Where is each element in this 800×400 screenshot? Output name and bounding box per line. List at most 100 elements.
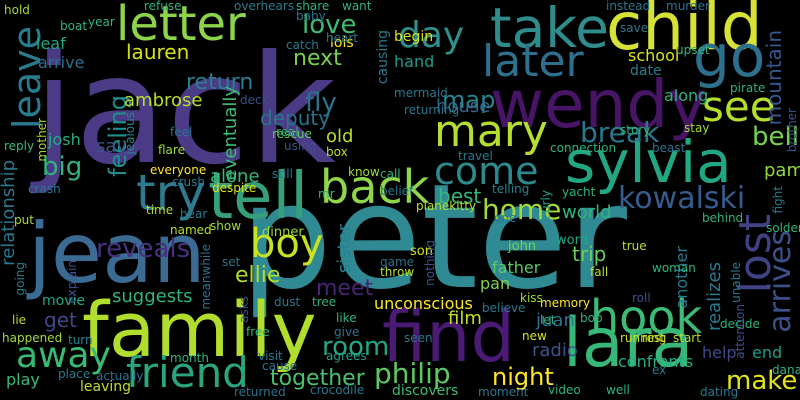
- word-named: named: [170, 223, 212, 237]
- word-believe: believe: [482, 301, 526, 315]
- word-map: map: [442, 86, 496, 114]
- word-arrives: arrives: [763, 230, 798, 333]
- word-day: day: [398, 15, 465, 56]
- word-along: along: [664, 86, 709, 105]
- word-film: film: [448, 308, 482, 329]
- word-planekitty: planekitty: [416, 199, 477, 213]
- word-together: together: [270, 366, 365, 391]
- word-break: break: [580, 116, 660, 149]
- word-leaving: leaving: [80, 379, 132, 395]
- word-hear: hear: [180, 207, 208, 221]
- word-stay: stay: [684, 121, 710, 135]
- word-alone: alone: [210, 166, 260, 187]
- word-roll: roll: [632, 291, 651, 305]
- word-family: family: [82, 285, 317, 374]
- word-say: say: [96, 136, 128, 157]
- word-year: year: [88, 15, 115, 29]
- word-play: play: [6, 370, 40, 389]
- word-know: know: [348, 165, 380, 179]
- word-lara: lara: [563, 304, 694, 383]
- word-night: night: [492, 363, 554, 391]
- word-still: still: [272, 167, 293, 181]
- word-dating: dating: [700, 385, 739, 399]
- word-behind: behind: [702, 211, 744, 225]
- word-running: running: [620, 331, 667, 345]
- word-ex: ex: [652, 363, 667, 377]
- word-sylvia: sylvia: [565, 128, 732, 196]
- word-place: place: [58, 367, 91, 381]
- word-fall: fall: [590, 265, 609, 279]
- word-instead: instead: [606, 0, 651, 13]
- word-dinner: dinner: [262, 225, 304, 240]
- word-share: share: [296, 0, 330, 13]
- word-yacht: yacht: [562, 185, 596, 199]
- word-mountain: mountain: [762, 30, 786, 126]
- word-pam: pam: [764, 160, 800, 181]
- word-try: try: [136, 164, 206, 222]
- word-school: school: [628, 46, 680, 65]
- word-connection: connection: [550, 141, 617, 155]
- word-big: big: [42, 152, 83, 182]
- word-month: month: [170, 351, 209, 365]
- word-ellie: ellie: [235, 263, 281, 288]
- word-asks: asks: [237, 296, 251, 323]
- word-let: let: [540, 313, 556, 327]
- word-mary: mary: [434, 106, 548, 157]
- word-boy: boy: [250, 221, 324, 267]
- word-murder: murder: [666, 0, 710, 13]
- word-another: another: [672, 246, 691, 309]
- word-suggests: suggests: [112, 286, 193, 307]
- word-returned: returned: [234, 385, 286, 399]
- word-overhears: overhears: [234, 0, 295, 13]
- word-give: give: [334, 325, 360, 339]
- word-pan: pan: [480, 274, 511, 293]
- word-start: start: [673, 331, 701, 345]
- word-end: end: [752, 343, 783, 362]
- word-rest: rest: [642, 331, 666, 345]
- word-hold: hold: [4, 3, 30, 17]
- word-story: story: [620, 123, 651, 137]
- word-mermaid: mermaid: [394, 86, 448, 100]
- word-going: going: [13, 262, 27, 296]
- word-want: want: [342, 0, 372, 13]
- word-boat: boat: [60, 19, 88, 33]
- word-begin: begin: [394, 29, 434, 45]
- word-crocodile: crocodile: [310, 383, 365, 397]
- word-see: see: [702, 82, 776, 131]
- word-well: well: [606, 383, 630, 397]
- word-seen: seen: [404, 331, 433, 345]
- word-world: world: [562, 202, 612, 223]
- word-room: room: [322, 332, 390, 362]
- word-trip: trip: [572, 242, 607, 266]
- word-deck: deck: [240, 93, 269, 107]
- word-save: save: [620, 21, 649, 35]
- word-travel: travel: [458, 149, 493, 163]
- word-next: next: [293, 46, 342, 71]
- word-attention: attention: [733, 304, 747, 359]
- word-lie: lie: [12, 313, 27, 327]
- word-lauren: lauren: [126, 40, 190, 64]
- word-meet: meet: [316, 276, 374, 301]
- word-back: back: [320, 160, 430, 214]
- word-crash: crash: [28, 182, 61, 196]
- word-heart: heart: [326, 31, 358, 45]
- word-bell: bell: [752, 122, 799, 152]
- word-jealous: jealous: [123, 112, 137, 155]
- word-curly: curly: [539, 190, 553, 220]
- word-come: come: [434, 149, 539, 193]
- word-mother: mother: [35, 118, 49, 162]
- word-telling: telling: [492, 182, 530, 196]
- word-decide: decide: [720, 317, 760, 331]
- word-movie: movie: [42, 293, 85, 309]
- word-despite: despite: [212, 181, 257, 195]
- word-free: free: [246, 325, 270, 339]
- word-friend: friend: [126, 348, 249, 397]
- word-best: best: [438, 184, 482, 208]
- word-discovers: discovers: [392, 383, 459, 399]
- word-jean: jean: [28, 205, 206, 302]
- word-call: call: [380, 167, 401, 181]
- word-upset: upset: [676, 43, 710, 57]
- word-catch: catch: [286, 38, 319, 52]
- word-put: put: [14, 213, 34, 227]
